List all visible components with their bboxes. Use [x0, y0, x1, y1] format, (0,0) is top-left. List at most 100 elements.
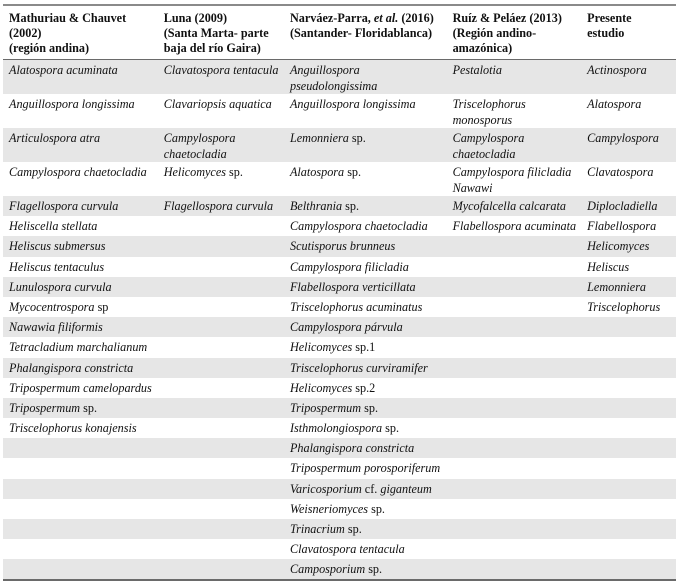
table-row: Tripospermum camelopardus Helicomyces sp.… [3, 378, 676, 398]
table-row: Triscelophorus konajensis Isthmolongiospo… [3, 418, 676, 438]
species-cell [3, 499, 158, 519]
species-cell: Triscelophorus [587, 299, 661, 314]
column-header: Mathuriau & Chauvet (2002) (región andina) [3, 4, 158, 60]
name-part: sp. [371, 501, 385, 516]
name-part: Lemonniera [289, 131, 349, 145]
species-cell [446, 559, 582, 581]
name-part: sp. [385, 421, 399, 436]
species-cell: Actinospora [587, 63, 647, 77]
species-cell: Heliscus tentaculus [9, 259, 105, 274]
table-row: Articulospora atra Campylospora chaetocla… [3, 128, 676, 162]
table-row: Heliscella stellata Campylospora chaetocl… [3, 216, 676, 236]
name-part: giganteum [380, 481, 432, 496]
species-cell [158, 519, 284, 539]
header-text: (2016) [398, 11, 434, 25]
name-part: sp.2 [355, 380, 376, 395]
species-cell [447, 519, 582, 539]
species-cell [3, 458, 158, 478]
species-cell: Campylospora párvula [289, 320, 403, 335]
species-cell: Helicomyces [587, 239, 650, 254]
species-cell: Clavariopsis aquatica [163, 97, 272, 111]
species-cell [447, 297, 582, 317]
species-cell [447, 458, 582, 478]
table-row: Heliscus submersus Scutisporus brunneus He… [3, 236, 676, 257]
species-cell: Campylospora chaetocladia [163, 131, 236, 161]
header-text: (Santa Marta- parte [163, 26, 269, 40]
species-cell [581, 337, 676, 357]
table-row: Flagellospora curvula Flagellospora curvu… [3, 196, 676, 217]
species-cell: Scutisporus brunneus [289, 239, 396, 254]
species-cell [447, 418, 582, 438]
species-cell [581, 398, 676, 418]
species-cell: Anguillospora longissima [289, 97, 416, 111]
species-cell [447, 337, 582, 357]
name-part: Helicomyces [289, 380, 353, 395]
species-cell: Tripospermum porosporiferum [289, 461, 441, 476]
header-text: (2002) [9, 26, 42, 40]
species-cell [447, 277, 582, 297]
table-header: Mathuriau & Chauvet (2002) (región andina)… [3, 4, 676, 60]
species-cell [158, 257, 284, 277]
species-cell: Clavatospora [587, 165, 654, 179]
table-row: Trinacrium sp. [3, 519, 676, 540]
name-part: sp. [368, 562, 383, 577]
species-cell [158, 337, 284, 357]
species-cell: Helicomyces sp. [158, 162, 284, 196]
name-part: sp. [364, 400, 379, 415]
table-row: Anguillospora longissima Clavariopsis aqu… [3, 94, 676, 128]
header-text: Mathuriau & Chauvet [9, 11, 127, 25]
species-cell: Helicomyces sp.1 [284, 337, 447, 357]
header-text: baja del río Gaira) [163, 41, 261, 55]
species-cell [158, 358, 284, 378]
name-part: sp. [347, 165, 362, 179]
species-cell: Lemonniera [587, 279, 647, 294]
header-text: (Región andino- [452, 26, 537, 40]
species-cell: Campylospora chaetocladia [452, 131, 525, 161]
species-cell [447, 358, 582, 378]
species-cell: Tripospermum sp. [284, 398, 447, 418]
species-cell: Lunulospora curvula [9, 279, 112, 294]
species-cell [158, 539, 284, 559]
name-part: sp. [347, 522, 362, 536]
species-cell [581, 519, 676, 539]
species-cell [581, 358, 676, 378]
species-cell [581, 458, 676, 478]
column-header: Narváez-Parra, et al. (2016) (Santander- … [283, 4, 447, 60]
species-cell: Anguillospora longissima [9, 97, 135, 111]
species-cell [447, 236, 582, 256]
species-cell: Triscelophorus konajensis [9, 421, 137, 436]
species-cell [447, 398, 582, 418]
species-cell: Campylospora chaetocladia [9, 165, 147, 179]
species-cell [447, 499, 582, 519]
species-cell [447, 378, 582, 398]
species-cell: Triscelophorus acuminatus [289, 299, 423, 314]
table-row: Camposporium sp. [3, 559, 676, 581]
species-cell: Triscelophorus monosporus [452, 97, 526, 127]
species-cell: Flabellospora acuminata [452, 219, 577, 234]
column-header: Luna (2009) (Santa Marta- parte baja del r… [157, 4, 284, 60]
species-cell [581, 317, 676, 337]
table-row: Phalangispora constricta [3, 438, 676, 459]
header-text: Presente estudio [587, 11, 632, 40]
table-row: Tetracladium marchalianum Helicomyces sp.… [3, 337, 676, 357]
species-cell: Flagellospora curvula [163, 199, 274, 213]
table-row: Alatospora acuminata Clavatospora tentacu… [3, 59, 676, 94]
species-cell [157, 559, 284, 581]
species-cell: Heliscus [587, 259, 630, 274]
species-cell [447, 539, 582, 559]
name-part: sp [97, 299, 109, 314]
species-cell: Weisneriomyces sp. [284, 499, 447, 519]
species-cell: Heliscella stellata [9, 219, 98, 234]
table-row: Mycocentrospora sp Triscelophorus acumina… [3, 297, 676, 317]
name-part: Weisneriomyces [289, 501, 369, 516]
table-row: Tripospermum sp. Tripospermum sp. [3, 397, 676, 419]
header-text: Luna (2009) [163, 11, 228, 25]
name-part: Tripospermum [289, 400, 362, 415]
species-cell [158, 216, 284, 236]
species-cell: Anguillospora pseudolongissima [289, 63, 378, 93]
name-part: Camposporium [289, 562, 366, 577]
species-cell: Phalangispora constricta [9, 360, 134, 375]
species-cell: Triscelophorus curviramifer [289, 360, 428, 375]
column-header: Presente estudio [581, 4, 676, 60]
species-cell: Tripospermum camelopardus [9, 380, 152, 395]
